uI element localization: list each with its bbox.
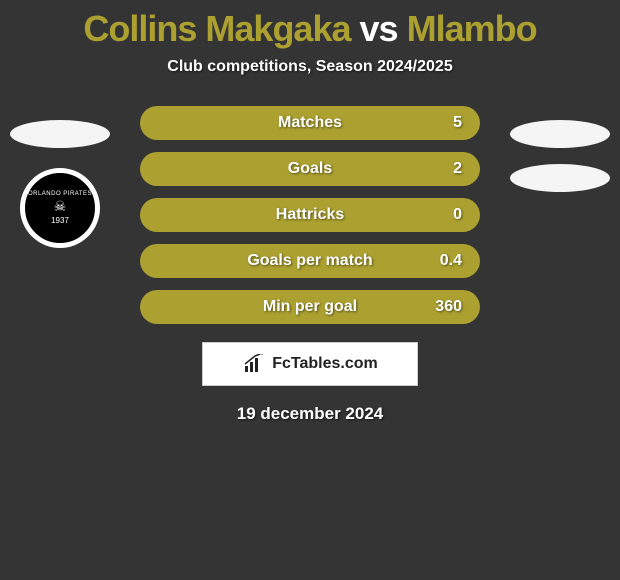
stat-value-right: 0 xyxy=(432,206,462,224)
player-right-area xyxy=(510,120,610,192)
stat-value-right: 360 xyxy=(432,298,462,316)
comparison-title: Collins Makgaka vs Mlambo xyxy=(0,0,620,50)
stat-row: Min per goal 360 xyxy=(140,290,480,324)
vs-text: vs xyxy=(360,8,398,49)
stat-value-right: 2 xyxy=(432,160,462,178)
player-right-club-placeholder xyxy=(510,164,610,192)
stat-value-right: 0.4 xyxy=(432,252,462,270)
watermark-text: FcTables.com xyxy=(272,355,378,373)
stat-row: Hattricks 0 xyxy=(140,198,480,232)
club-name: ORLANDO PIRATES xyxy=(28,191,92,198)
stat-label: Goals per match xyxy=(247,252,372,270)
watermark[interactable]: FcTables.com xyxy=(202,342,418,386)
subtitle: Club competitions, Season 2024/2025 xyxy=(0,58,620,76)
chart-icon xyxy=(242,354,268,374)
stat-label: Min per goal xyxy=(263,298,357,316)
stat-label: Goals xyxy=(288,160,332,178)
player-left-photo-placeholder xyxy=(10,120,110,148)
stat-value-right: 5 xyxy=(432,114,462,132)
player1-name: Collins Makgaka xyxy=(83,8,350,49)
stat-row: Goals per match 0.4 xyxy=(140,244,480,278)
date: 19 december 2024 xyxy=(0,404,620,424)
club-badge-text: ORLANDO PIRATES ☠ 1937 xyxy=(28,191,92,226)
player-left-area: ORLANDO PIRATES ☠ 1937 xyxy=(10,120,110,248)
stat-label: Matches xyxy=(278,114,342,132)
player2-name: Mlambo xyxy=(407,8,537,49)
stat-label: Hattricks xyxy=(276,206,344,224)
skull-icon: ☠ xyxy=(28,199,92,214)
stat-row: Matches 5 xyxy=(140,106,480,140)
club-year: 1937 xyxy=(28,217,92,226)
player-right-photo-placeholder xyxy=(510,120,610,148)
stat-row: Goals 2 xyxy=(140,152,480,186)
player-left-club-badge: ORLANDO PIRATES ☠ 1937 xyxy=(20,168,100,248)
